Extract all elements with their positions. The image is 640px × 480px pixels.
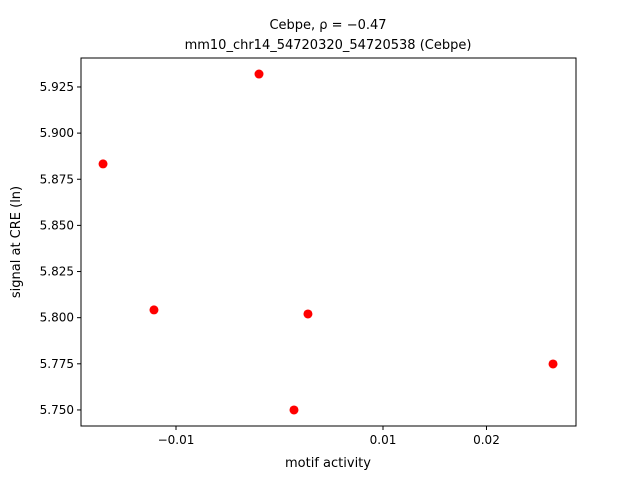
chart-title: Cebpe, ρ = −0.47 xyxy=(269,18,386,33)
x-axis-label: motif activity xyxy=(285,456,371,471)
chart-subtitle: mm10_chr14_54720320_54720538 (Cebpe) xyxy=(185,38,472,53)
point xyxy=(254,69,264,79)
y-tick-label: 5.825 xyxy=(40,265,74,279)
x-tick-label: −0.01 xyxy=(158,433,195,447)
y-tick-label: 5.750 xyxy=(40,403,74,417)
y-tick-label: 5.800 xyxy=(40,311,74,325)
y-tick-label: 5.775 xyxy=(40,357,74,371)
x-tick-label: 0.01 xyxy=(370,433,397,447)
y-tick-label: 5.875 xyxy=(40,172,74,186)
point xyxy=(548,359,558,369)
point xyxy=(289,405,299,415)
y-tick-label: 5.850 xyxy=(40,218,74,232)
x-tick-label: 0.02 xyxy=(473,433,500,447)
point xyxy=(303,309,313,319)
y-tick-label: 5.925 xyxy=(40,80,74,94)
point xyxy=(98,159,108,169)
plot-frame xyxy=(80,57,577,427)
y-axis-label: signal at CRE (ln) xyxy=(9,186,24,298)
y-tick-label: 5.900 xyxy=(40,126,74,140)
point xyxy=(149,305,159,315)
